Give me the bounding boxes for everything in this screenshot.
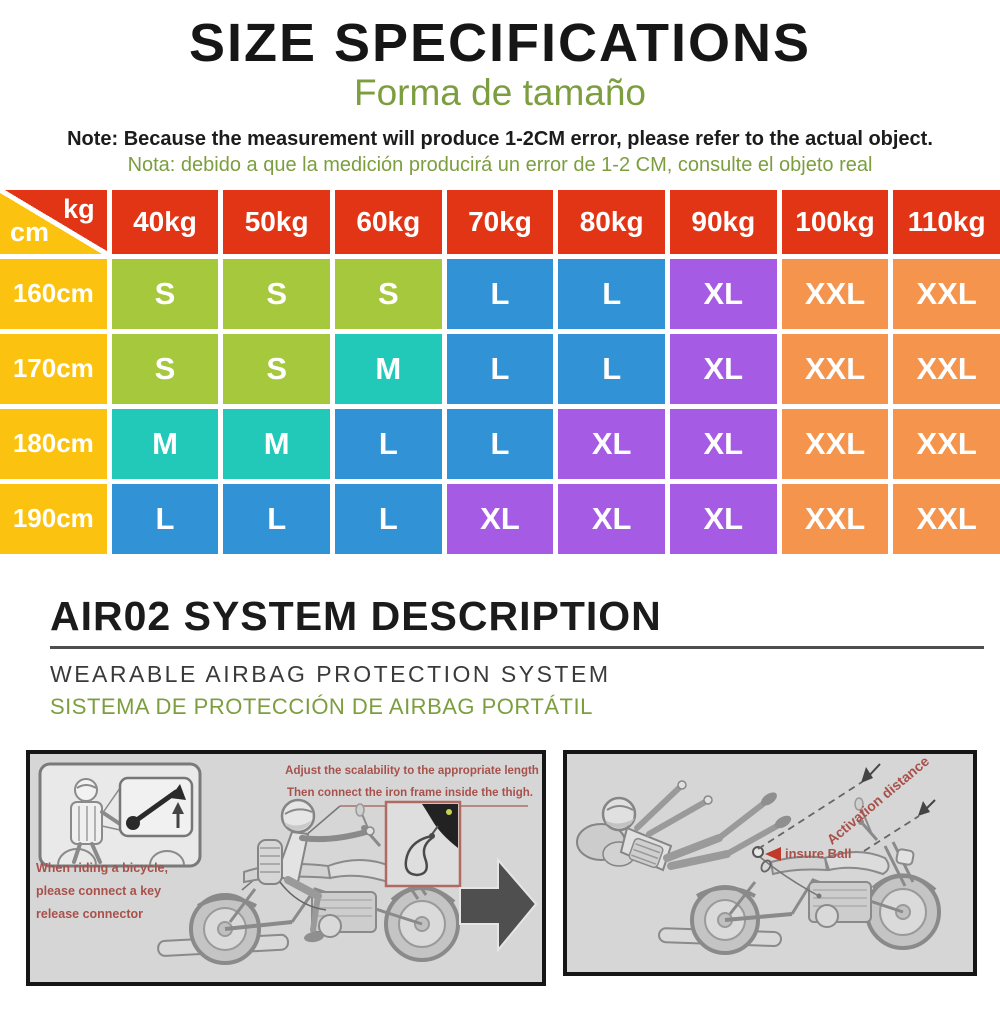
insure-ball-icon xyxy=(752,845,764,858)
size-cell: L xyxy=(446,258,554,329)
table-corner-cell: kg cm xyxy=(0,189,107,254)
size-cell: L xyxy=(558,333,665,404)
note-spanish: Nota: debido a que la medición producirá… xyxy=(127,153,873,176)
size-table: kg cm 40kg 50kg 60kg 70kg 80kg 90kg 100kg 110kg… xyxy=(0,189,1000,554)
rider-inset-illustration xyxy=(38,762,202,868)
activation-diagram-panel: insure Ball Activation distance xyxy=(563,749,977,976)
size-cell: XL xyxy=(446,483,554,554)
size-cell: M xyxy=(111,408,219,479)
size-cell: S xyxy=(223,333,330,404)
weight-header-cell: 100kg xyxy=(781,189,889,254)
setup-diagram-panel: Adjust the scalability to the appropriat… xyxy=(26,749,546,986)
note-english: Note: Because the measurement will produ… xyxy=(67,127,933,150)
airbag-pack xyxy=(628,837,664,868)
size-cell: XXL xyxy=(781,408,889,479)
weight-header-cell: 80kg xyxy=(558,189,665,254)
weight-header-cell: 50kg xyxy=(223,189,330,254)
weight-header-cell: 70kg xyxy=(446,189,554,254)
size-cell: XL xyxy=(558,483,665,554)
activation-distance-label: Activation distance xyxy=(823,754,932,848)
size-cell: L xyxy=(334,483,442,554)
bicycle-caption-line3: release connector xyxy=(36,907,143,921)
next-arrow-icon xyxy=(459,857,538,953)
corner-cm-label: cm xyxy=(10,216,50,247)
size-cell: S xyxy=(223,258,330,329)
weight-header-cell: 40kg xyxy=(111,189,219,254)
size-cell: L xyxy=(334,408,442,479)
size-cell: L xyxy=(446,408,554,479)
height-header-cell: 160cm xyxy=(0,258,107,329)
weight-header-cell: 60kg xyxy=(334,189,442,254)
size-cell: L xyxy=(558,258,665,329)
height-header-cell: 170cm xyxy=(0,333,107,404)
size-cell: XXL xyxy=(781,333,889,404)
size-cell: XXL xyxy=(893,483,1000,554)
setup-caption-line1: Adjust the scalability to the appropriat… xyxy=(285,765,539,777)
diagram-panels: Adjust the scalability to the appropriat… xyxy=(0,749,1000,986)
size-cell: XL xyxy=(669,483,777,554)
size-cell: L xyxy=(446,333,554,404)
size-cell: M xyxy=(334,333,442,404)
page-title: SIZE SPECIFICATIONS xyxy=(188,13,812,73)
insure-ball-label: insure Ball xyxy=(785,846,851,861)
size-cell: XL xyxy=(669,333,777,404)
section-subheading-en: WEARABLE AIRBAG PROTECTION SYSTEM xyxy=(50,660,611,687)
page-subtitle: Forma de tamaño xyxy=(353,72,647,113)
activation-diagram: insure Ball Activation distance xyxy=(576,754,941,955)
size-cell: S xyxy=(334,258,442,329)
system-description-section: AIR02 SYSTEM DESCRIPTION WEARABLE AIRBAG… xyxy=(0,592,1000,720)
size-cell: XXL xyxy=(893,408,1000,479)
section-heading: AIR02 SYSTEM DESCRIPTION xyxy=(50,592,662,639)
size-cell: XL xyxy=(669,258,777,329)
size-cell: L xyxy=(223,483,330,554)
bicycle-caption-line2: please connect a key xyxy=(36,884,161,898)
size-cell: XXL xyxy=(893,333,1000,404)
height-header-cell: 180cm xyxy=(0,408,107,479)
size-cell: XL xyxy=(669,408,777,479)
rider-illustration xyxy=(257,798,375,942)
connector-detail-box xyxy=(384,800,462,888)
ball-pointer-arrow-icon xyxy=(765,846,781,861)
size-cell: XXL xyxy=(781,483,889,554)
setup-diagram: Adjust the scalability to the appropriat… xyxy=(36,762,539,965)
setup-caption-line2: Then connect the iron frame inside the t… xyxy=(287,787,533,799)
bicycle-caption-line1: When riding a bicycle, xyxy=(36,861,168,875)
weight-header-cell: 90kg xyxy=(669,189,777,254)
size-cell: L xyxy=(111,483,219,554)
section-subheading-es: SISTEMA DE PROTECCIÓN DE AIRBAG PORTÁTIL xyxy=(50,693,593,719)
weight-header-cell: 110kg xyxy=(893,189,1000,254)
motorcycle-illustration xyxy=(658,797,941,955)
height-header-cell: 190cm xyxy=(0,483,107,554)
falling-rider-illustration xyxy=(576,780,792,872)
size-cell: S xyxy=(111,333,219,404)
size-cell: M xyxy=(223,408,330,479)
size-cell: XXL xyxy=(893,258,1000,329)
connector-detail-icon xyxy=(126,783,186,830)
size-cell: S xyxy=(111,258,219,329)
heading-divider xyxy=(50,645,984,649)
size-cell: XXL xyxy=(781,258,889,329)
corner-kg-label: kg xyxy=(63,193,95,224)
size-cell: XL xyxy=(558,408,665,479)
